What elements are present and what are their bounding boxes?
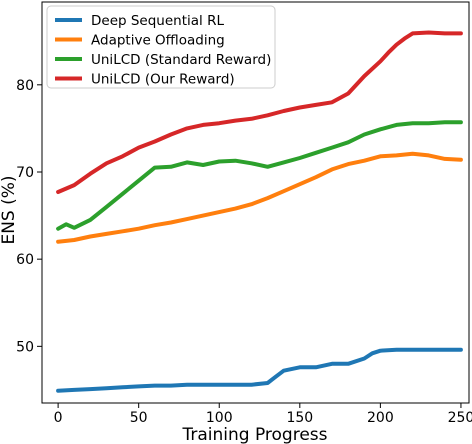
y-axis-label: ENS (%) — [0, 175, 19, 244]
x-tick-label: 250 — [448, 410, 472, 426]
y-axis-ticks: 50 60 70 80 — [16, 78, 42, 355]
x-tick-label: 0 — [54, 410, 63, 426]
x-tick-label: 150 — [286, 410, 313, 426]
x-tick-label: 100 — [206, 410, 233, 426]
y-tick-label: 80 — [16, 78, 34, 94]
legend-entry: UniLCD (Standard Reward) — [91, 52, 271, 68]
legend: Deep Sequential RL Adaptive Offloading Uni… — [46, 5, 276, 89]
plot-area — [56, 30, 463, 393]
x-tick-label: 50 — [130, 410, 148, 426]
legend-entry: UniLCD (Our Reward) — [91, 72, 235, 88]
legend-entry: Adaptive Offloading — [91, 33, 225, 49]
series-line-unilcd-our-reward — [56, 30, 463, 194]
x-tick-label: 200 — [367, 410, 394, 426]
series-line-unilcd-standard-reward — [56, 120, 463, 231]
y-tick-label: 60 — [16, 252, 34, 268]
x-axis-label: Training Progress — [181, 425, 327, 444]
legend-entry: Deep Sequential RL — [91, 13, 224, 29]
y-tick-label: 70 — [16, 165, 34, 181]
plot-frame — [41, 1, 470, 404]
x-axis-ticks: 0 50 100 150 200 250 — [54, 403, 472, 426]
y-tick-label: 50 — [16, 339, 34, 355]
series-line-adaptive-offloading — [56, 151, 463, 244]
series-line-deep-sequential-rl — [56, 347, 463, 393]
legend-box — [46, 5, 276, 89]
